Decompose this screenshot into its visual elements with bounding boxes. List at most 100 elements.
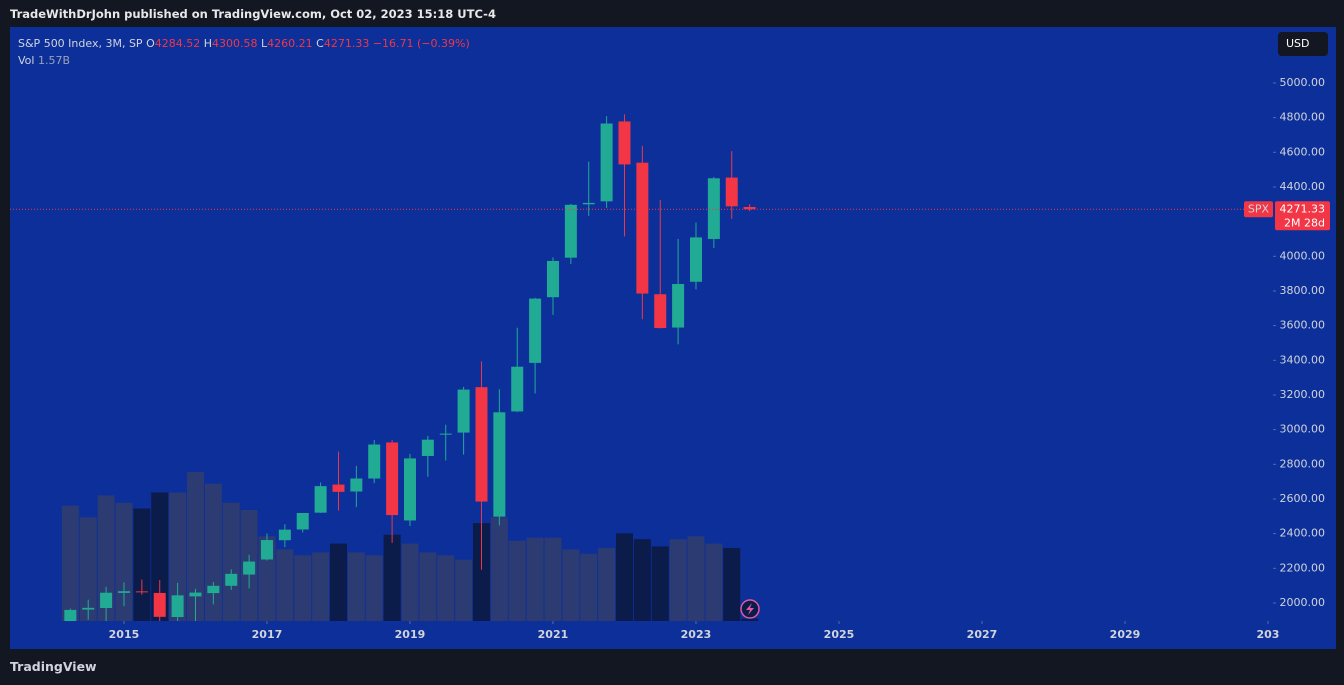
volume-bar bbox=[347, 552, 365, 621]
candle-body bbox=[100, 592, 113, 608]
candle-body bbox=[529, 298, 542, 363]
volume-bar bbox=[544, 537, 562, 621]
volume-bar bbox=[186, 472, 204, 621]
candle-body bbox=[260, 540, 273, 560]
y-tick-label: 4000.00 bbox=[1280, 249, 1326, 262]
candle-body bbox=[207, 585, 220, 594]
volume-bar bbox=[365, 555, 383, 621]
currency-button[interactable]: USD bbox=[1278, 32, 1328, 56]
legend-close: 4271.33 bbox=[323, 37, 370, 50]
candle-body bbox=[672, 284, 685, 328]
y-tick-label: 2200.00 bbox=[1280, 561, 1326, 574]
legend-h: H bbox=[203, 37, 213, 50]
volume-bar bbox=[490, 517, 508, 621]
candle-body bbox=[296, 513, 309, 530]
volume-bar bbox=[61, 505, 79, 621]
candle-body bbox=[493, 412, 506, 517]
x-tick-label: 2023 bbox=[681, 628, 712, 641]
volume-bar bbox=[508, 540, 526, 621]
volume-bar bbox=[472, 523, 490, 621]
volume-bar bbox=[401, 543, 419, 621]
y-tick-label: 3600.00 bbox=[1280, 319, 1326, 332]
volume-bar bbox=[383, 534, 401, 621]
candle-body bbox=[153, 592, 166, 617]
volume-bar bbox=[169, 492, 187, 621]
y-tick-label: 2800.00 bbox=[1280, 457, 1326, 470]
legend-high: 4300.58 bbox=[212, 37, 258, 50]
y-tick-label: 2600.00 bbox=[1280, 492, 1326, 505]
candle-body bbox=[707, 178, 720, 239]
x-tick-label: 2029 bbox=[1110, 628, 1141, 641]
volume-bar bbox=[741, 618, 759, 621]
volume-bar bbox=[455, 559, 473, 621]
volume-bar bbox=[312, 552, 330, 621]
y-tick-label: 3000.00 bbox=[1280, 423, 1326, 436]
legend-low: 4260.21 bbox=[267, 37, 313, 50]
candle-body bbox=[654, 294, 667, 329]
candle-body bbox=[314, 486, 327, 513]
candle-body bbox=[618, 121, 631, 165]
legend-l: L bbox=[261, 37, 268, 50]
volume-bar bbox=[133, 508, 151, 621]
candle-body bbox=[689, 237, 702, 282]
lightning-icon bbox=[740, 599, 760, 619]
legend-row: S&P 500 Index, 3M, SP O4284.52 H4300.58 … bbox=[18, 35, 470, 52]
candle-body bbox=[332, 484, 345, 492]
candle-body bbox=[582, 202, 595, 205]
legend-symbol: S&P 500 Index, 3M, SP bbox=[18, 37, 143, 50]
candle-body bbox=[243, 561, 256, 575]
y-tick-label: 2400.00 bbox=[1280, 527, 1326, 540]
volume-bar bbox=[615, 533, 633, 621]
volume-bar bbox=[276, 549, 294, 621]
candle-body bbox=[350, 478, 363, 492]
candle-body bbox=[171, 595, 184, 618]
candle-body bbox=[189, 592, 202, 597]
symbol-tag-box bbox=[1244, 201, 1273, 218]
candle-body bbox=[135, 591, 148, 593]
legend-row: Vol 1.57B bbox=[18, 52, 470, 69]
volume-bar bbox=[651, 546, 669, 621]
candle-body bbox=[511, 366, 524, 412]
volume-bar bbox=[526, 537, 544, 621]
volume-bar bbox=[294, 555, 312, 621]
y-tick-label: 4800.00 bbox=[1280, 111, 1326, 124]
symbol-tag: SPX bbox=[1248, 202, 1270, 215]
candle-body bbox=[403, 458, 416, 521]
y-tick-label: 4600.00 bbox=[1280, 145, 1326, 158]
x-tick-label: 2015 bbox=[109, 628, 140, 641]
candle-body bbox=[636, 162, 649, 294]
candle-body bbox=[117, 591, 130, 593]
y-tick-label: 4400.00 bbox=[1280, 180, 1326, 193]
volume-bar bbox=[329, 543, 347, 621]
countdown-label: 2M 28d bbox=[1284, 216, 1325, 229]
volume-bar bbox=[723, 547, 741, 621]
legend-o: O bbox=[146, 37, 155, 50]
candle-body bbox=[439, 433, 452, 435]
candle-body bbox=[475, 387, 488, 502]
y-tick-label: 3400.00 bbox=[1280, 353, 1326, 366]
last-price-box bbox=[1275, 201, 1330, 231]
volume-bar bbox=[437, 555, 455, 621]
x-tick-label: 2025 bbox=[824, 628, 855, 641]
y-tick-label: 3800.00 bbox=[1280, 284, 1326, 297]
y-tick-label: 5000.00 bbox=[1280, 76, 1326, 89]
volume-bar bbox=[419, 552, 437, 621]
candle-body bbox=[225, 573, 238, 586]
x-tick-label: 2027 bbox=[967, 628, 998, 641]
footer-logo: TradingView bbox=[10, 659, 97, 674]
x-tick-label: 2019 bbox=[395, 628, 426, 641]
y-tick-label: 3200.00 bbox=[1280, 388, 1326, 401]
candle-body bbox=[368, 444, 381, 479]
volume-bar bbox=[222, 502, 240, 621]
volume-bar bbox=[97, 495, 115, 621]
legend-volume-title: Vol bbox=[18, 54, 35, 67]
y-tick-label: 2000.00 bbox=[1280, 596, 1326, 609]
candle-body bbox=[386, 442, 399, 516]
volume-bar bbox=[669, 539, 687, 621]
publisher-header: TradeWithDrJohn published on TradingView… bbox=[10, 7, 496, 21]
last-price-label: 4271.33 bbox=[1280, 202, 1326, 215]
candle-body bbox=[278, 529, 291, 541]
volume-bar bbox=[580, 553, 598, 621]
